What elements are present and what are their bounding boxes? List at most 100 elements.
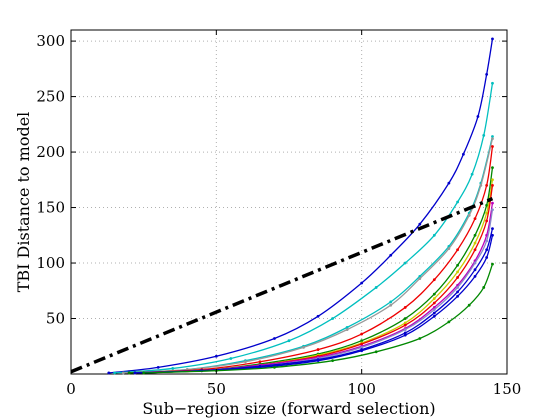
- data-point: [360, 281, 364, 285]
- data-point: [476, 115, 480, 118]
- series-8: [133, 183, 494, 375]
- data-point: [360, 349, 364, 353]
- x-tick-label: 50: [207, 380, 226, 398]
- data-point: [316, 314, 320, 318]
- data-point: [432, 278, 436, 282]
- data-point: [113, 371, 116, 375]
- data-point: [485, 239, 489, 243]
- series-14: [70, 197, 494, 374]
- data-point: [127, 371, 131, 375]
- series-12: [133, 233, 494, 375]
- data-point: [473, 261, 477, 265]
- series-11: [133, 227, 494, 375]
- data-point: [447, 320, 451, 324]
- grid: [71, 30, 507, 374]
- plot-frame: [70, 29, 508, 375]
- y-tick-label: 100: [36, 254, 65, 272]
- data-point: [244, 360, 247, 364]
- data-point: [418, 277, 422, 280]
- series-line: [134, 209, 494, 374]
- data-point: [456, 248, 459, 252]
- x-tick-label: 100: [347, 380, 376, 398]
- data-point: [389, 300, 393, 304]
- data-point: [482, 134, 486, 137]
- data-point: [482, 286, 486, 289]
- data-point: [491, 208, 494, 212]
- series-line: [114, 83, 494, 374]
- data-point: [287, 339, 291, 343]
- data-point: [360, 339, 364, 343]
- data-point: [456, 276, 459, 279]
- data-point: [360, 332, 364, 336]
- series-line: [134, 185, 494, 374]
- data-point: [485, 256, 489, 259]
- data-point: [403, 306, 407, 309]
- data-point: [316, 348, 320, 351]
- data-point: [360, 345, 364, 349]
- data-point: [374, 350, 378, 354]
- data-point: [462, 152, 465, 156]
- series-3: [121, 135, 494, 375]
- data-point: [418, 222, 422, 226]
- series-line: [123, 138, 494, 374]
- data-point: [491, 37, 494, 41]
- data-point: [345, 325, 349, 329]
- data-point: [403, 321, 407, 325]
- data-point: [485, 203, 489, 207]
- series-line: [143, 263, 494, 374]
- y-tick-label: 250: [36, 88, 65, 106]
- data-point: [485, 72, 489, 76]
- ticks: 0 50 100 150 50 100 150 200 250 300: [36, 30, 521, 398]
- data-point: [156, 365, 160, 369]
- data-point: [331, 359, 334, 363]
- data-point: [374, 286, 378, 289]
- series-10: [133, 208, 494, 375]
- data-point: [473, 241, 477, 245]
- x-axis-label: Sub−region size (forward selection): [142, 399, 435, 418]
- series-13: [142, 262, 494, 375]
- data-point: [345, 328, 349, 332]
- data-point: [473, 248, 477, 252]
- data-point: [467, 213, 471, 217]
- data-point: [473, 274, 477, 278]
- data-point: [456, 290, 459, 294]
- y-axis-label: TBI Distance to model: [14, 112, 33, 293]
- y-tick-label: 50: [46, 310, 65, 328]
- series-4: [121, 137, 494, 375]
- data-point: [491, 183, 494, 187]
- data-point: [485, 183, 489, 187]
- data-point: [133, 371, 137, 375]
- series-1: [107, 37, 494, 375]
- data-point: [389, 253, 393, 257]
- data-point: [491, 201, 494, 205]
- data-point: [447, 181, 451, 185]
- data-point: [214, 354, 218, 358]
- data-point: [403, 331, 407, 335]
- data-point: [447, 247, 451, 251]
- data-point: [470, 172, 474, 176]
- data-point: [456, 286, 459, 289]
- x-tick-label: 150: [493, 380, 522, 398]
- y-tick-label: 150: [36, 199, 65, 217]
- data-point: [403, 333, 407, 337]
- data-point: [491, 135, 494, 138]
- data-point: [142, 371, 146, 375]
- series-line: [123, 136, 494, 374]
- data-point: [491, 233, 494, 237]
- data-point: [491, 262, 494, 266]
- data-point: [331, 317, 334, 320]
- data-point: [485, 211, 489, 215]
- data-point: [491, 178, 494, 182]
- data-point: [473, 233, 477, 237]
- data-point: [491, 227, 494, 231]
- series-line: [129, 167, 494, 374]
- data-point: [467, 303, 471, 307]
- data-point: [121, 371, 125, 375]
- data-point: [473, 217, 477, 221]
- y-tick-label: 300: [36, 32, 65, 50]
- series-line: [129, 146, 494, 374]
- data-point: [432, 297, 436, 300]
- data-point: [107, 371, 111, 375]
- data-point: [432, 311, 436, 315]
- data-point: [432, 233, 436, 237]
